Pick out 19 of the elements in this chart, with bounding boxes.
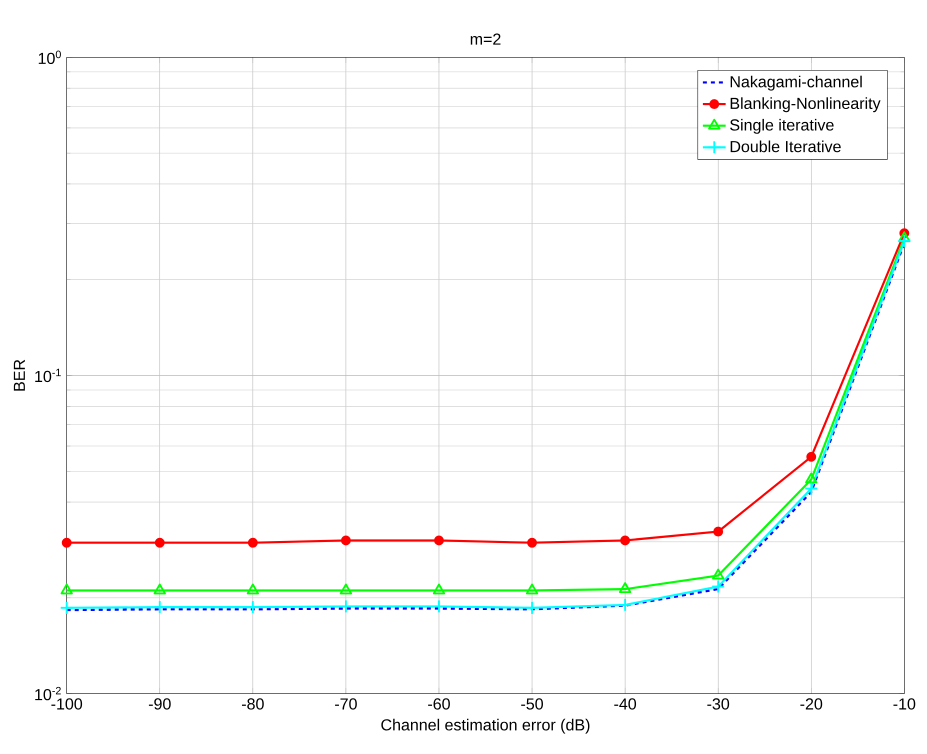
x-axis-title: Channel estimation error (dB) — [381, 718, 590, 734]
legend-label: Double Iterative — [730, 140, 841, 152]
chart-title: m=2 — [470, 34, 500, 45]
x-tick-label: -30 — [707, 698, 730, 710]
x-tick-label: -10 — [893, 698, 916, 710]
x-tick-label: -60 — [428, 698, 450, 710]
legend-label: Blanking-Nonlinearity — [730, 97, 881, 112]
y-tick-label: 10$^{-1}$ — [35, 369, 61, 382]
legend-label: Single iterative — [730, 119, 834, 134]
legend-label: Nakagami-channel — [730, 76, 862, 91]
x-tick-label: -50 — [521, 698, 543, 710]
x-tick-label: -90 — [148, 698, 171, 710]
x-tick-label: -40 — [614, 698, 636, 710]
x-tick-label: -70 — [335, 698, 357, 710]
x-tick-label: -80 — [242, 698, 264, 710]
y-axis-title: BER — [14, 360, 25, 391]
x-tick-label: -20 — [800, 698, 822, 710]
x-tick-label: -100 — [51, 698, 82, 710]
y-tick-label: 10$^{0}$ — [38, 50, 61, 64]
